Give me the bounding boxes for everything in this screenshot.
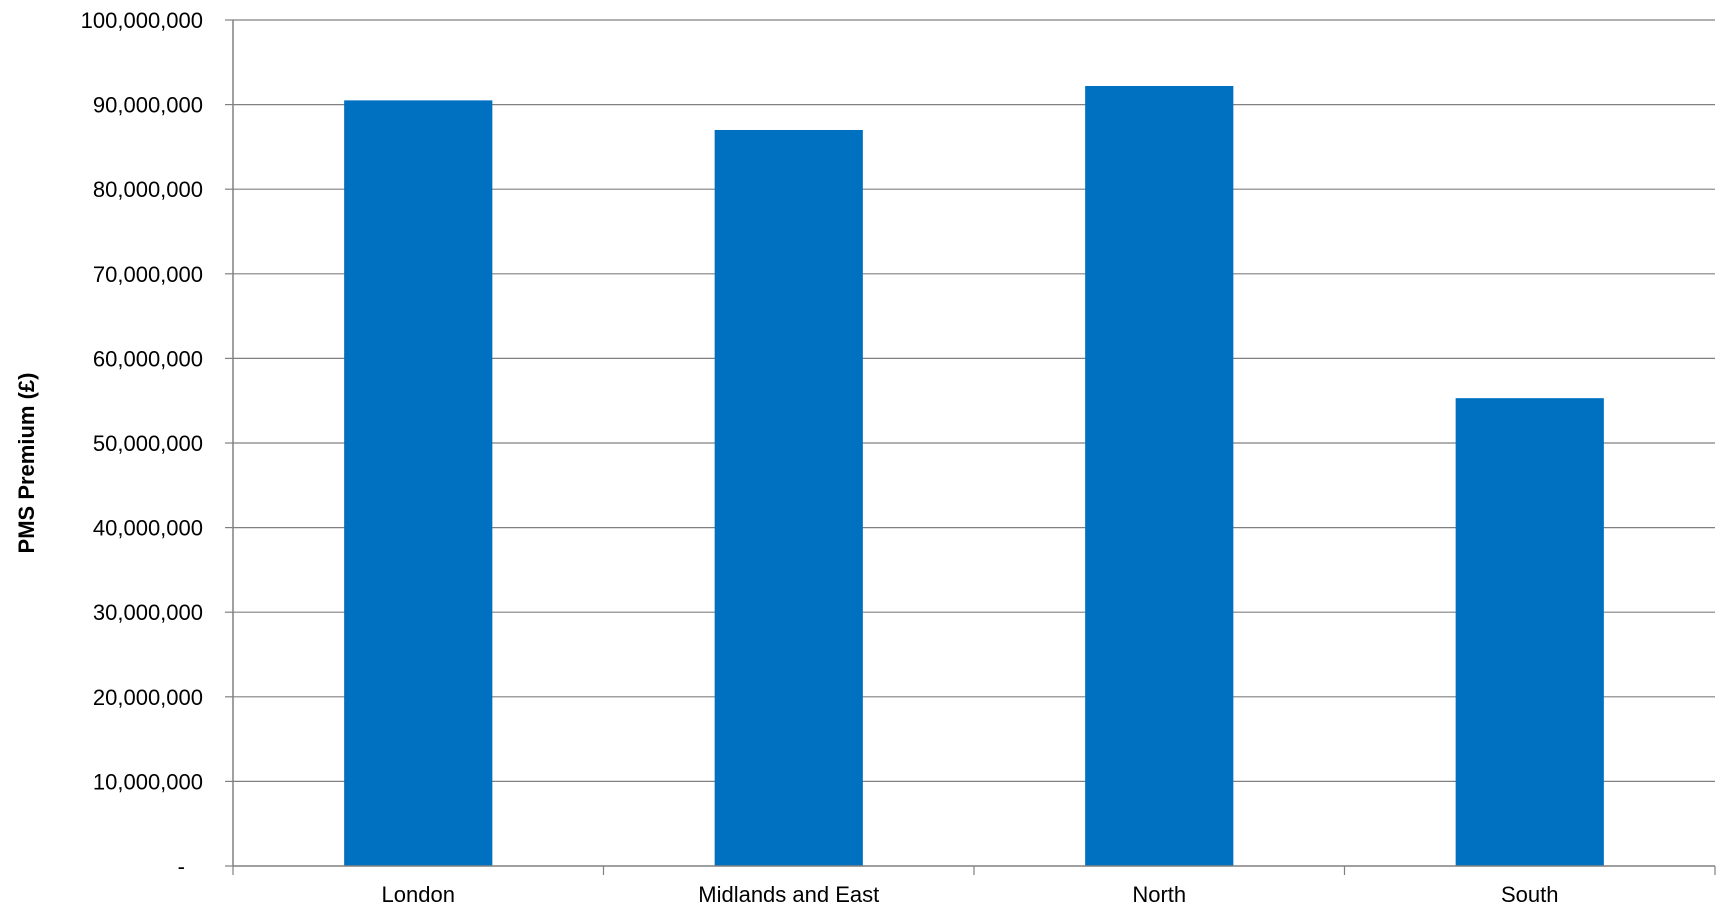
y-tick-label: 40,000,000 [93, 516, 203, 541]
x-tick-label: Midlands and East [698, 882, 879, 907]
y-tick-label: 60,000,000 [93, 346, 203, 371]
y-tick-label: 100,000,000 [81, 8, 203, 33]
y-tick-label: - [178, 854, 185, 879]
x-tick-labels: London Midlands and East North South [382, 882, 1559, 907]
bar-london [344, 100, 493, 867]
y-tick-labels: - 10,000,000 20,000,000 30,000,000 40,000,00… [81, 8, 203, 879]
y-tick-label: 30,000,000 [93, 600, 203, 625]
bar-south [1455, 398, 1604, 866]
x-tick-label: London [382, 882, 455, 907]
y-tick-label: 10,000,000 [93, 769, 203, 794]
axes [232, 20, 1715, 867]
x-tick-label: South [1501, 882, 1559, 907]
y-tick-label: 90,000,000 [93, 93, 203, 118]
y-tick-label: 80,000,000 [93, 177, 203, 202]
bars [344, 85, 1604, 867]
x-tick-label: North [1132, 882, 1186, 907]
bar-midlands-and-east [714, 129, 863, 867]
y-tick-label: 70,000,000 [93, 262, 203, 287]
y-axis-title: PMS Premium (£) [14, 373, 39, 554]
bar-north [1085, 85, 1234, 867]
y-tick-label: 50,000,000 [93, 431, 203, 456]
y-tick-label: 20,000,000 [93, 685, 203, 710]
